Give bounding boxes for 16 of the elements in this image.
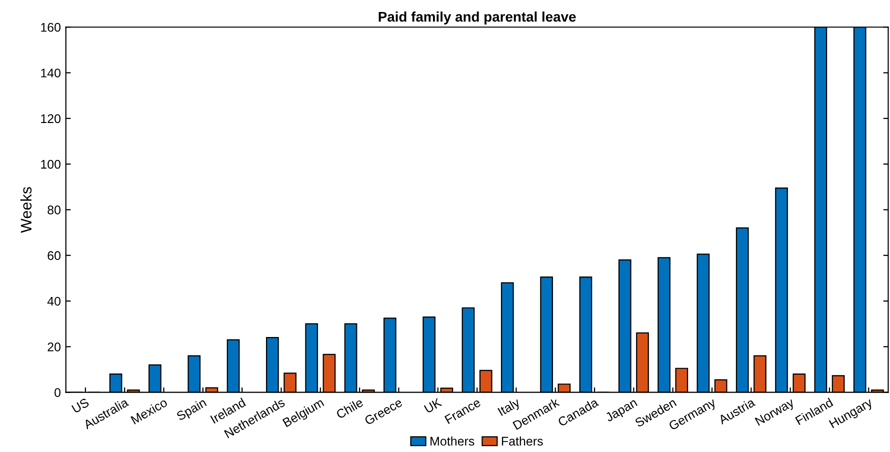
y-tick-label: 100 [41, 160, 61, 169]
x-tick-label: Chile [335, 397, 364, 420]
chart-title: Paid family and parental leave [378, 12, 576, 24]
y-tick-label: 20 [48, 342, 61, 352]
x-tick-label: UK [424, 398, 442, 414]
y-axis-title: Weeks [20, 187, 32, 233]
y-tick-label: 140 [41, 68, 61, 78]
y-tick-label: 40 [47, 296, 61, 306]
y-tick-label: 160 [41, 22, 61, 32]
legend-label: Fathers [502, 436, 543, 446]
y-tick-label: 0 [54, 388, 61, 397]
y-tick-label: 60 [48, 251, 61, 260]
y-tick-label: 120 [41, 114, 61, 124]
x-tick-label: Spain [176, 398, 208, 423]
legend-label: Mothers [430, 436, 474, 446]
y-tick-label: 80 [48, 206, 61, 214]
